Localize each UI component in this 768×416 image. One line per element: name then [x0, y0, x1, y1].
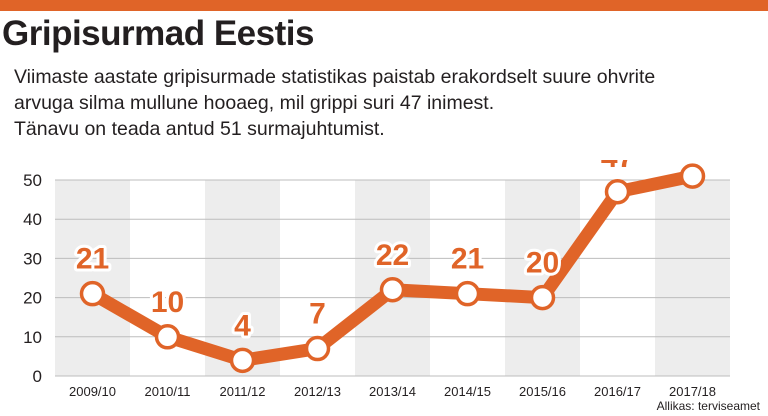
page-title: Gripisurmad Eestis	[2, 14, 314, 53]
y-tick-label: 30	[23, 249, 42, 268]
data-label: 21	[76, 243, 109, 276]
background-band	[505, 180, 580, 376]
x-tick-label: 2011/12	[219, 384, 265, 399]
data-point	[379, 277, 406, 303]
y-tick-label: 50	[23, 171, 42, 190]
subtitle: Viimaste aastate gripisurmade statistika…	[14, 64, 764, 142]
x-tick-label: 2012/13	[294, 384, 341, 399]
y-tick-label: 0	[33, 367, 42, 386]
x-tick-label: 2014/15	[444, 384, 491, 399]
data-point	[79, 280, 106, 307]
x-tick-label: 2013/14	[369, 384, 416, 399]
data-point	[154, 324, 181, 350]
x-tick-label: 2015/16	[519, 384, 566, 399]
background-band	[655, 180, 730, 376]
line-chart: 0 10 20 30 40 50 2009/10 2010/11 2011/12 2012/13 2…	[23, 160, 730, 399]
subtitle-line-3: Tänavu on teada antud 51 surmajuhtumist.	[14, 118, 385, 140]
top-accent-bar	[0, 0, 768, 11]
subtitle-line-2: arvuga silma mullune hooaeg, mil grippi …	[14, 92, 495, 114]
data-point	[604, 179, 631, 205]
x-tick-label: 2010/11	[144, 384, 190, 399]
data-point	[454, 280, 481, 307]
data-point	[679, 163, 706, 189]
data-label: 20	[526, 247, 559, 280]
background-band	[55, 180, 130, 376]
data-label: 10	[151, 286, 184, 319]
y-tick-label: 40	[23, 210, 42, 229]
data-label: 21	[451, 243, 484, 276]
x-tick-label: 2017/18	[669, 384, 716, 399]
data-label: 7	[309, 298, 326, 331]
source-note: Allikas: terviseamet	[656, 399, 760, 413]
data-point	[529, 284, 556, 311]
background-band	[205, 180, 280, 376]
subtitle-line-1: Viimaste aastate gripisurmade statistika…	[14, 66, 656, 88]
y-tick-label: 10	[23, 328, 42, 347]
data-label: 4	[234, 309, 251, 342]
x-tick-label: 2009/10	[69, 384, 116, 399]
x-tick-label: 2016/17	[594, 384, 641, 399]
data-point	[304, 335, 331, 362]
data-point	[229, 347, 256, 374]
data-label: 47	[601, 160, 634, 174]
y-tick-label: 20	[23, 289, 42, 308]
data-label: 22	[376, 239, 409, 272]
